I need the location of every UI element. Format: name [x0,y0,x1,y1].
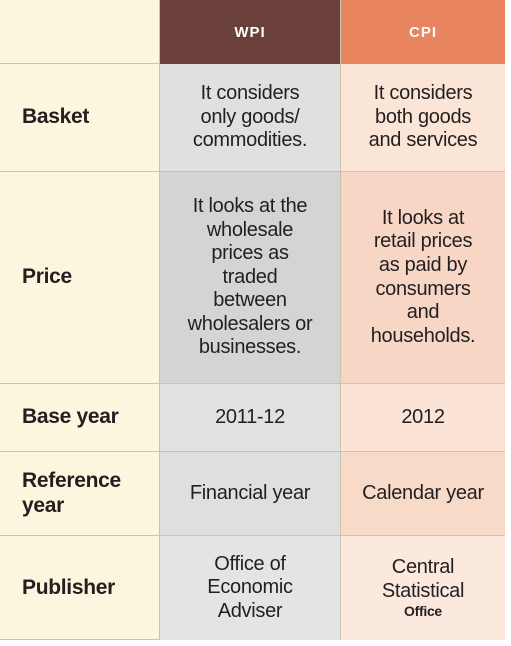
row-label-text: Price [22,265,72,289]
price-cpi-cell: It looks at retail prices as paid by con… [341,172,505,384]
row-label-text: Reference year [22,469,121,517]
base-year-wpi-cell: 2011-12 [160,384,341,452]
reference-year-cpi-text: Calendar year [362,481,484,504]
header-wpi: WPI [160,0,341,64]
row-label-reference-year: Reference year [0,452,160,536]
price-wpi-text: It looks at the wholesale prices as trad… [187,194,313,359]
header-cpi: CPI [341,0,505,64]
publisher-cpi-cell: Central Statistical Office [341,536,505,640]
row-label-price: Price [0,172,160,384]
row-label-publisher: Publisher [0,536,160,640]
reference-year-wpi-text: Financial year [189,481,311,504]
basket-wpi-cell: It considers only goods/ commodities. [160,64,341,172]
publisher-cpi-text: Central Statistical [381,556,465,602]
row-label-basket: Basket [0,64,160,172]
basket-wpi-text: It considers only goods/ commodities. [192,82,308,152]
base-year-cpi-text: 2012 [401,405,445,428]
reference-year-cpi-cell: Calendar year [341,452,505,536]
row-label-base-year: Base year [0,384,160,452]
row-label-text: Base year [22,405,119,429]
base-year-wpi-text: 2011-12 [215,405,285,428]
publisher-cpi-small-text: Office [404,603,442,620]
publisher-wpi-text: Office of Economic Adviser [207,552,293,622]
price-cpi-text: It looks at retail prices as paid by con… [370,206,476,347]
publisher-wpi-cell: Office of Economic Adviser [160,536,341,640]
basket-cpi-text: It considers both goods and services [368,82,478,152]
row-label-text: Basket [22,105,90,129]
base-year-cpi-cell: 2012 [341,384,505,452]
reference-year-wpi-cell: Financial year [160,452,341,536]
row-label-text: Publisher [22,575,115,599]
comparison-table: WPI CPI Basket It considers only goods/ … [0,0,505,640]
price-wpi-cell: It looks at the wholesale prices as trad… [160,172,341,384]
header-blank-cell [0,0,160,64]
basket-cpi-cell: It considers both goods and services [341,64,505,172]
